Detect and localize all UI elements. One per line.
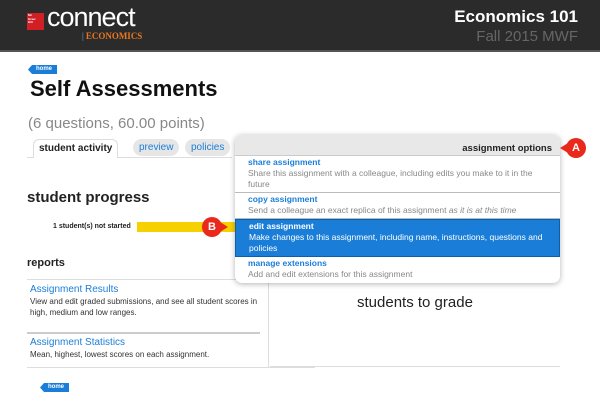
assignment-results-desc: View and edit graded submissions, and se… (30, 297, 258, 317)
connect-logo: connect (47, 2, 136, 32)
menu-item-title: copy assignment (248, 194, 318, 204)
assignment-results-link[interactable]: Assignment Results (30, 284, 119, 295)
home-breadcrumb[interactable]: home (28, 65, 58, 74)
desc-emphasis: as it is at this time (448, 205, 517, 215)
menu-item-desc: Share this assignment with a colleague, … (248, 168, 533, 189)
column-divider (268, 280, 269, 367)
course-title: Economics 101 (454, 7, 578, 26)
page-title: Self Assessments (30, 76, 218, 101)
menu-item-desc: Add and edit extensions for this assignm… (248, 269, 413, 279)
menu-item-manage-extensions[interactable]: manage extensions Add and edit extension… (235, 257, 560, 283)
assignment-options-menu: assignment options share assignment Shar… (235, 135, 560, 283)
students-to-grade-label: students to grade (357, 294, 473, 311)
not-started-bar[interactable] (137, 222, 237, 232)
divider (27, 367, 315, 368)
tab-policies[interactable]: policies (185, 139, 231, 156)
menu-item-desc: Send a colleague an exact replica of thi… (248, 205, 547, 216)
menu-item-edit-assignment[interactable]: edit assignment Make changes to this ass… (235, 219, 560, 257)
callout-marker-b: B (202, 217, 228, 237)
menu-item-title: manage extensions (248, 258, 327, 268)
not-started-label: 1 student(s) not started (53, 223, 131, 230)
reports-heading: reports (27, 257, 65, 269)
divider (27, 332, 260, 334)
menu-item-title: share assignment (248, 157, 321, 167)
menu-item-desc: Make changes to this assignment, includi… (249, 232, 543, 253)
student-progress-heading: student progress (27, 189, 150, 206)
assignment-statistics-link[interactable]: Assignment Statistics (30, 337, 126, 348)
home-breadcrumb-bottom[interactable]: home (40, 383, 70, 392)
assignment-summary: (6 questions, 60.00 points) (28, 115, 205, 132)
mcgraw-hill-logo: Mc Graw Hill (27, 13, 44, 30)
callout-marker-a: A (560, 138, 586, 158)
tab-divider (27, 157, 232, 158)
tab-preview[interactable]: preview (133, 139, 180, 156)
menu-item-share-assignment[interactable]: share assignment Share this assignment w… (235, 156, 560, 193)
product-name: ECONOMICS (82, 31, 143, 41)
course-term: Fall 2015 MWF (476, 28, 578, 45)
tab-student-activity[interactable]: student activity (33, 139, 119, 158)
divider (270, 366, 560, 367)
desc-text: Send a colleague an exact replica of thi… (248, 205, 449, 215)
assignment-statistics-desc: Mean, highest, lowest scores on each ass… (30, 350, 210, 359)
assignment-options-button[interactable]: assignment options (235, 135, 560, 156)
divider (27, 279, 260, 280)
menu-item-title: edit assignment (249, 221, 314, 231)
menu-item-copy-assignment[interactable]: copy assignment Send a colleague an exac… (235, 193, 560, 219)
